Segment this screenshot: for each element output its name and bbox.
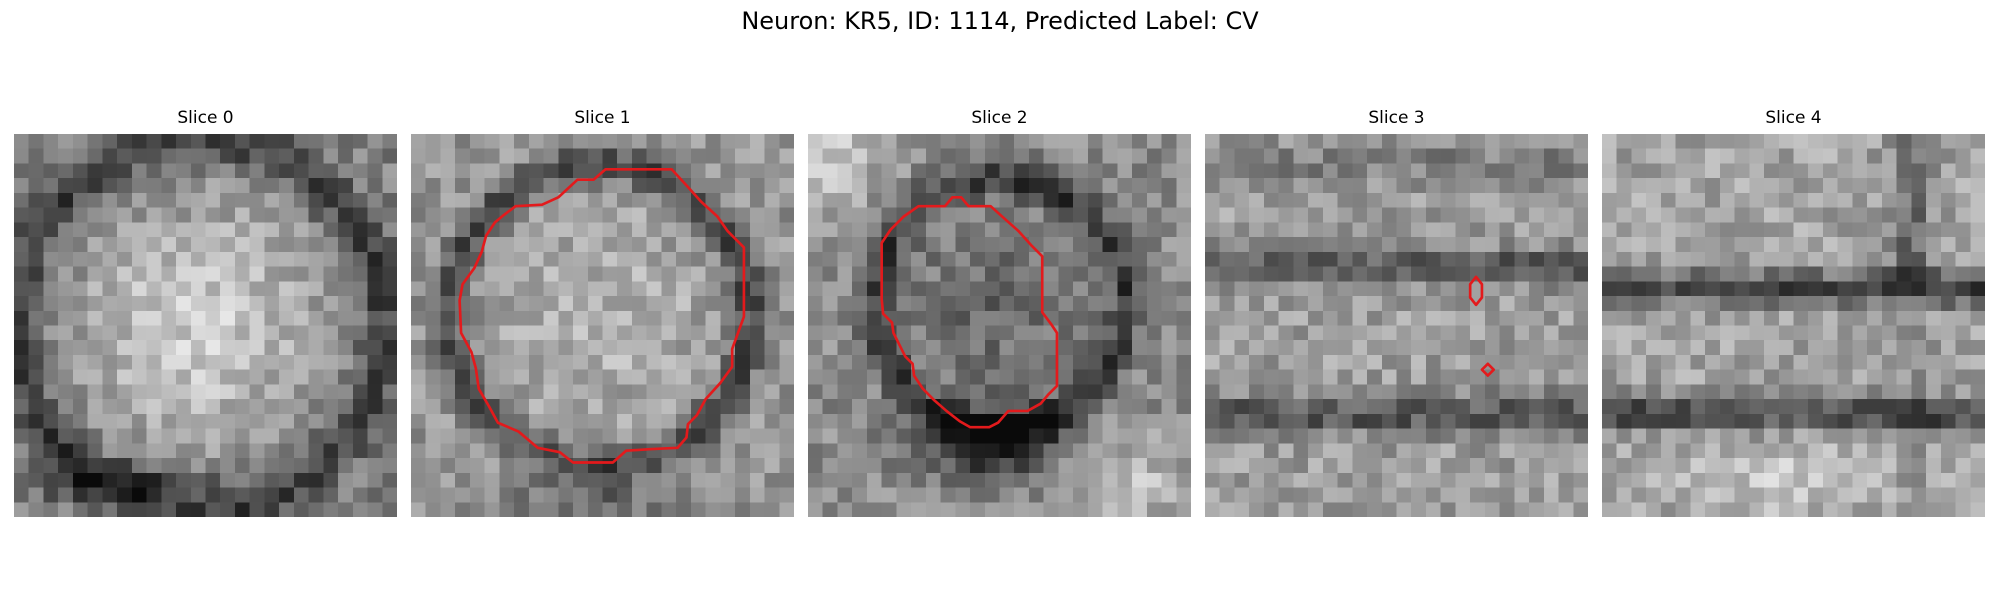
grayscale-slice-image [1205,134,1588,517]
grayscale-slice-image [808,134,1191,517]
figure-title: Neuron: KR5, ID: 1114, Predicted Label: … [741,7,1259,35]
panel-slice-2: Slice 2 [808,107,1191,517]
panel-title: Slice 2 [971,108,1028,128]
panel-slice-3: Slice 3 [1205,107,1588,517]
panel-title: Slice 4 [1765,108,1822,128]
panel-slice-0: Slice 0 [14,107,397,517]
panel-title: Slice 0 [177,108,234,128]
panel-slice-4: Slice 4 [1602,107,1985,517]
predicted-contour [880,196,1059,429]
predicted-contour [1480,362,1496,377]
grayscale-slice-image [14,134,397,517]
panel-slice-1: Slice 1 [411,107,794,517]
predicted-contour [458,168,746,464]
predicted-contour [1468,275,1484,307]
grayscale-slice-image [1602,134,1985,517]
panel-title: Slice 1 [574,108,631,128]
panel-title: Slice 3 [1368,108,1425,128]
grayscale-slice-image [411,134,794,517]
